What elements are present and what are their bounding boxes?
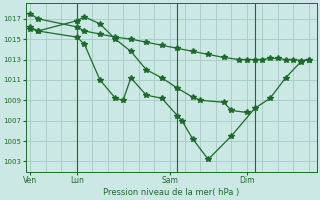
X-axis label: Pression niveau de la mer( hPa ): Pression niveau de la mer( hPa ): [103, 188, 239, 197]
